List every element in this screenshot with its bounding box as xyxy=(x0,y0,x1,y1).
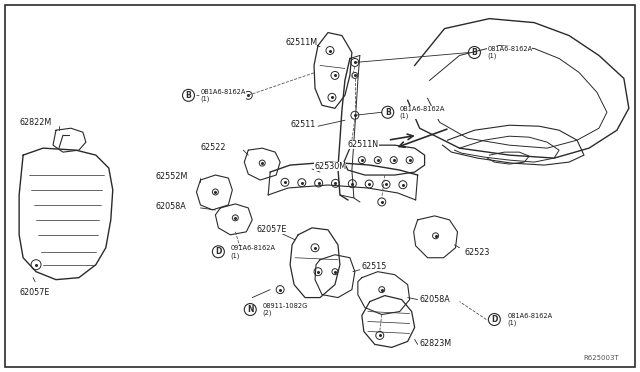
Text: B: B xyxy=(385,108,390,117)
Text: 62530M: 62530M xyxy=(314,162,346,171)
Text: N: N xyxy=(247,305,253,314)
Text: 62552M: 62552M xyxy=(156,172,188,181)
Text: 081A6-8162A
(1): 081A6-8162A (1) xyxy=(488,46,532,59)
Text: 08911-1082G
(2): 08911-1082G (2) xyxy=(262,303,307,316)
Text: 62511: 62511 xyxy=(290,120,316,129)
Text: 62522: 62522 xyxy=(200,143,226,152)
Text: 081A6-8162A
(1): 081A6-8162A (1) xyxy=(508,313,552,326)
Text: 62511N: 62511N xyxy=(348,140,379,149)
Text: D: D xyxy=(215,247,221,256)
Text: 62511M: 62511M xyxy=(285,38,317,46)
Text: 0B1A6-8162A
(1): 0B1A6-8162A (1) xyxy=(200,89,246,102)
Text: 62515: 62515 xyxy=(362,262,387,271)
Text: 091A6-8162A
(1): 091A6-8162A (1) xyxy=(230,245,275,259)
Text: D: D xyxy=(491,315,497,324)
Text: 62823M: 62823M xyxy=(420,339,452,349)
Text: 62058A: 62058A xyxy=(156,202,186,211)
Text: B: B xyxy=(472,48,477,57)
Text: 62057E: 62057E xyxy=(19,288,49,296)
Text: 62058A: 62058A xyxy=(420,295,451,304)
Text: R625003T: R625003T xyxy=(583,355,619,361)
Text: 0B1A6-8162A
(1): 0B1A6-8162A (1) xyxy=(400,106,445,119)
Text: B: B xyxy=(186,91,191,100)
Text: 62822M: 62822M xyxy=(19,118,51,127)
Text: 62057E: 62057E xyxy=(256,225,287,234)
Text: 62523: 62523 xyxy=(465,248,490,257)
